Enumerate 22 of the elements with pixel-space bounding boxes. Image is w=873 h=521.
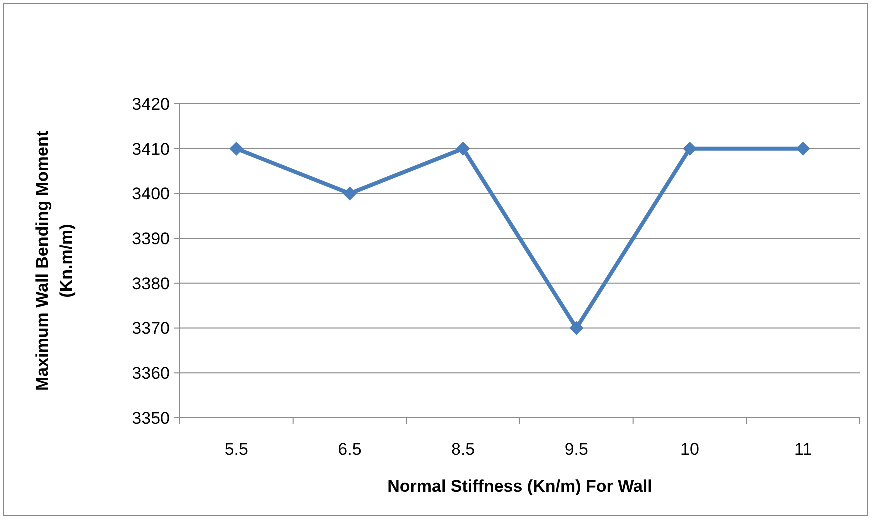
x-tick-label: 5.5: [224, 440, 248, 459]
x-tick-label: 10: [680, 440, 700, 459]
x-tick-label: 11: [794, 440, 812, 459]
y-tick-label: 3420: [132, 94, 170, 114]
x-tick-label: 8.5: [452, 440, 476, 459]
y-tick-label: 3390: [132, 230, 170, 249]
x-axis-title: Normal Stiffness (Kn/m) For Wall: [388, 477, 652, 496]
y-tick-label: 3410: [132, 140, 170, 159]
y-tick-label: 3370: [132, 319, 170, 338]
point: [796, 142, 810, 156]
y-tick-label: 3360: [132, 364, 170, 384]
point: [230, 142, 244, 156]
point: [343, 186, 357, 201]
y-axis-title: Maximum Wall Bending Moment (Kn.m/m): [33, 130, 76, 392]
y-tick-label: 3400: [132, 184, 170, 204]
y-tick-label: 3350: [132, 408, 170, 428]
point: [683, 142, 697, 156]
x-tick-label: 9.5: [564, 440, 588, 459]
point: [570, 321, 584, 336]
point: [456, 142, 470, 156]
x-tick-label: 6.5: [338, 440, 362, 459]
y-tick-label: 3380: [132, 274, 170, 294]
